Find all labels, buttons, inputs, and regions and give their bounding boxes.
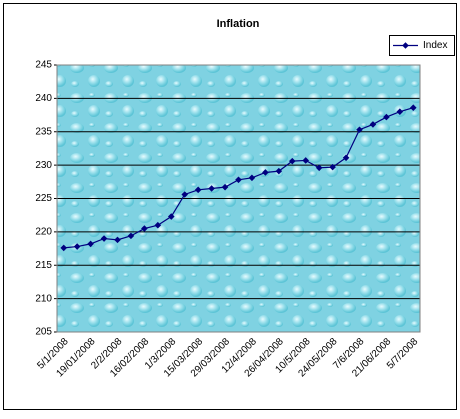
point-marker <box>356 126 363 134</box>
point-marker <box>221 183 229 191</box>
point-marker <box>194 186 202 194</box>
point-marker <box>342 154 350 162</box>
point-marker <box>275 167 283 175</box>
point-marker <box>60 244 68 252</box>
y-tick-label: 245 <box>35 60 52 71</box>
point-marker <box>315 164 323 172</box>
point-marker <box>167 213 175 220</box>
legend-label: Index <box>423 40 447 51</box>
y-tick-label: 220 <box>35 227 52 238</box>
chart-title: Inflation <box>217 18 260 30</box>
plot-border <box>56 64 421 333</box>
point-marker <box>235 176 242 184</box>
point-marker <box>87 240 94 248</box>
point-marker <box>208 185 215 192</box>
point-marker <box>100 235 108 242</box>
point-marker <box>329 163 336 171</box>
point-marker <box>302 157 310 164</box>
point-marker <box>181 191 189 198</box>
point-marker <box>248 174 256 182</box>
point-marker <box>396 108 404 116</box>
y-tick-label: 215 <box>35 260 52 271</box>
legend-box <box>389 35 455 56</box>
y-tick-label: 205 <box>35 327 52 338</box>
point-marker <box>262 169 269 176</box>
point-marker <box>383 113 390 121</box>
legend-marker <box>402 42 409 49</box>
legend: Index <box>389 35 455 56</box>
y-tick-label: 235 <box>35 126 52 137</box>
y-tick-label: 225 <box>35 193 52 204</box>
y-tick-label: 210 <box>35 293 52 304</box>
point-marker <box>127 232 135 240</box>
point-marker <box>114 236 121 244</box>
y-tick-label: 230 <box>35 160 52 171</box>
point-marker <box>154 221 162 229</box>
point-marker <box>409 104 417 112</box>
point-marker <box>369 121 377 128</box>
point-marker <box>73 243 81 250</box>
point-marker <box>288 157 296 165</box>
point-marker <box>141 225 148 232</box>
y-tick-label: 240 <box>35 93 52 104</box>
